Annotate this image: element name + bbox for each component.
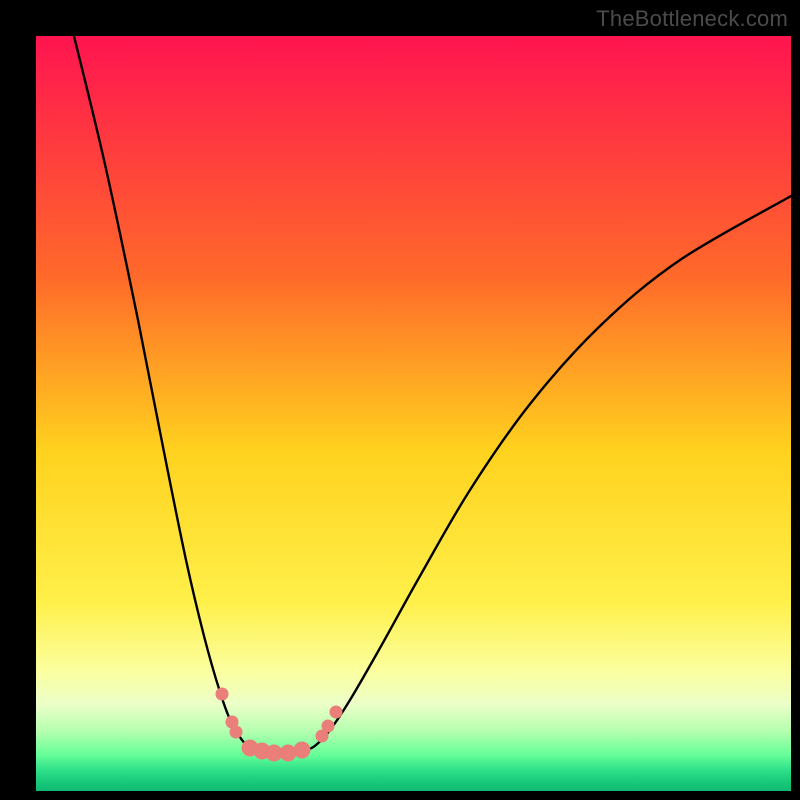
stage: TheBottleneck.com — [0, 0, 800, 800]
data-marker-10 — [330, 706, 343, 719]
chart-svg — [0, 0, 800, 800]
plot-background-gradient — [36, 36, 791, 791]
data-marker-0 — [216, 688, 229, 701]
data-marker-2 — [230, 726, 243, 739]
data-marker-6 — [280, 745, 297, 762]
watermark-text: TheBottleneck.com — [596, 6, 788, 32]
data-marker-7 — [294, 742, 311, 759]
data-marker-9 — [322, 720, 335, 733]
